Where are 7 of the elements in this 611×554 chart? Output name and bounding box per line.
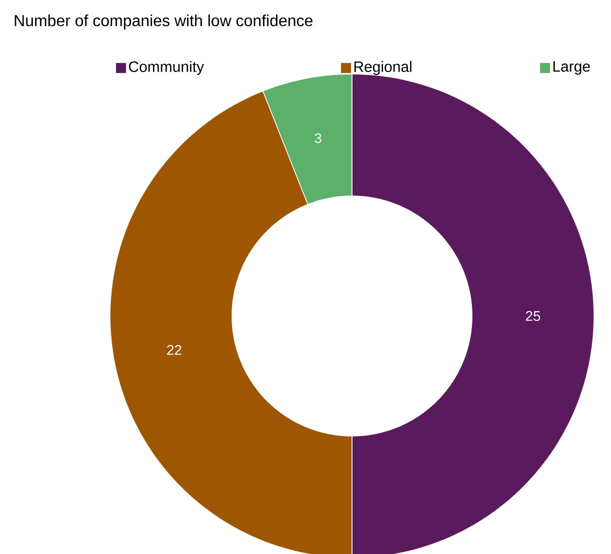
data-label: 22 (167, 345, 182, 355)
legend-label: Large (553, 61, 590, 75)
legend-label: Regional (354, 61, 412, 75)
chart-title: Number of companies with low confidence (14, 14, 312, 30)
data-label: 3 (314, 133, 322, 144)
legend-label: Community (128, 61, 204, 75)
data-label: 25 (526, 311, 540, 321)
